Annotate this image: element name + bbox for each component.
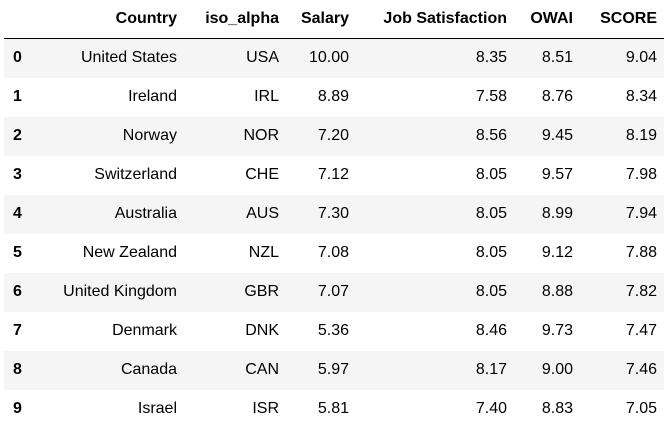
cell-salary: 7.20 <box>317 127 349 144</box>
row-index: 0 <box>13 49 22 67</box>
cell-salary: 8.89 <box>317 88 349 105</box>
cell-iso-alpha: NOR <box>243 127 279 144</box>
cell-owai: 9.57 <box>541 166 573 183</box>
cell-country: Australia <box>114 205 177 222</box>
cell-job-satisfaction: 8.05 <box>475 205 507 222</box>
cell-country: United States <box>80 49 177 67</box>
table-row: 6 United Kingdom GBR 7.07 8.05 8.88 7.82 <box>4 272 664 312</box>
cell-score: 7.98 <box>625 166 657 183</box>
table-header: Country iso_alpha Salary Job Satisfactio… <box>4 0 664 39</box>
table-row: 2 Norway NOR 7.20 8.56 9.45 8.19 <box>4 116 664 156</box>
column-header-job-satisfaction: Job Satisfaction <box>356 0 514 39</box>
cell-salary: 5.81 <box>317 400 349 417</box>
cell-salary: 7.12 <box>317 166 349 183</box>
cell-score: 7.94 <box>625 205 657 222</box>
row-index: 4 <box>13 205 22 222</box>
cell-owai: 8.76 <box>541 88 573 105</box>
column-header-iso-alpha: iso_alpha <box>184 0 286 39</box>
cell-job-satisfaction: 8.05 <box>475 283 507 300</box>
cell-salary: 7.30 <box>317 205 349 222</box>
cell-score: 7.88 <box>625 244 657 261</box>
cell-country: Switzerland <box>94 166 177 183</box>
cell-score: 7.05 <box>625 400 657 417</box>
cell-iso-alpha: ISR <box>252 400 279 417</box>
cell-iso-alpha: IRL <box>254 88 279 105</box>
row-index: 5 <box>13 244 22 261</box>
row-index: 1 <box>13 88 22 105</box>
cell-owai: 9.00 <box>541 361 573 378</box>
cell-iso-alpha: GBR <box>244 283 279 300</box>
header-row: Country iso_alpha Salary Job Satisfactio… <box>4 0 664 39</box>
row-index: 6 <box>13 283 22 300</box>
table-row: 0 United States USA 10.00 8.35 8.51 9.04 <box>4 38 664 78</box>
cell-owai: 8.83 <box>541 400 573 417</box>
table-row: 5 New Zealand NZL 7.08 8.05 9.12 7.88 <box>4 234 664 273</box>
row-index: 7 <box>13 322 22 339</box>
column-header-score: SCORE <box>580 0 664 39</box>
cell-owai: 8.99 <box>541 205 573 222</box>
cell-country: Norway <box>122 127 177 144</box>
cell-job-satisfaction: 7.58 <box>475 88 507 105</box>
cell-job-satisfaction: 8.05 <box>475 166 507 183</box>
cell-iso-alpha: NZL <box>248 244 279 261</box>
row-index: 3 <box>13 166 22 183</box>
cell-owai: 8.51 <box>541 49 573 67</box>
cell-job-satisfaction: 8.05 <box>475 244 507 261</box>
row-index: 2 <box>13 127 22 144</box>
cell-job-satisfaction: 8.17 <box>475 361 507 378</box>
cell-salary: 10.00 <box>308 49 349 67</box>
cell-score: 9.04 <box>625 49 657 67</box>
row-index: 8 <box>13 361 22 378</box>
row-index: 9 <box>13 400 22 417</box>
cell-owai: 8.88 <box>541 283 573 300</box>
cell-score: 7.47 <box>625 322 657 339</box>
cell-salary: 5.97 <box>317 361 349 378</box>
cell-salary: 7.08 <box>317 244 349 261</box>
cell-country: Israel <box>137 400 177 417</box>
table-row: 4 Australia AUS 7.30 8.05 8.99 7.94 <box>4 194 664 234</box>
cell-job-satisfaction: 8.46 <box>475 322 507 339</box>
cell-salary: 5.36 <box>317 322 349 339</box>
cell-score: 8.34 <box>625 88 657 105</box>
cell-country: Canada <box>120 361 177 378</box>
cell-iso-alpha: CHE <box>245 166 279 183</box>
column-header-country: Country <box>34 0 184 39</box>
cell-country: New Zealand <box>82 244 177 261</box>
cell-country: Ireland <box>128 88 177 105</box>
column-header-index <box>4 0 34 39</box>
cell-job-satisfaction: 8.56 <box>475 127 507 144</box>
cell-score: 8.19 <box>625 127 657 144</box>
cell-salary: 7.07 <box>317 283 349 300</box>
cell-country: Denmark <box>112 322 177 339</box>
cell-iso-alpha: CAN <box>245 361 279 378</box>
table-row: 3 Switzerland CHE 7.12 8.05 9.57 7.98 <box>4 156 664 195</box>
table-row: 1 Ireland IRL 8.89 7.58 8.76 8.34 <box>4 78 664 117</box>
cell-job-satisfaction: 8.35 <box>475 49 507 67</box>
dataframe-table: Country iso_alpha Salary Job Satisfactio… <box>4 0 664 429</box>
column-header-owai: OWAI <box>514 0 580 39</box>
cell-country: United Kingdom <box>63 283 177 300</box>
cell-owai: 9.12 <box>541 244 573 261</box>
table-body: 0 United States USA 10.00 8.35 8.51 9.04… <box>4 38 664 429</box>
cell-job-satisfaction: 7.40 <box>475 400 507 417</box>
cell-score: 7.82 <box>625 283 657 300</box>
table-row: 7 Denmark DNK 5.36 8.46 9.73 7.47 <box>4 312 664 351</box>
column-header-salary: Salary <box>286 0 356 39</box>
table-row: 8 Canada CAN 5.97 8.17 9.00 7.46 <box>4 350 664 390</box>
cell-iso-alpha: AUS <box>246 205 279 222</box>
cell-iso-alpha: USA <box>246 49 279 67</box>
cell-owai: 9.73 <box>541 322 573 339</box>
cell-owai: 9.45 <box>541 127 573 144</box>
table-row: 9 Israel ISR 5.81 7.40 8.83 7.05 <box>4 390 664 429</box>
cell-score: 7.46 <box>625 361 657 378</box>
cell-iso-alpha: DNK <box>245 322 279 339</box>
